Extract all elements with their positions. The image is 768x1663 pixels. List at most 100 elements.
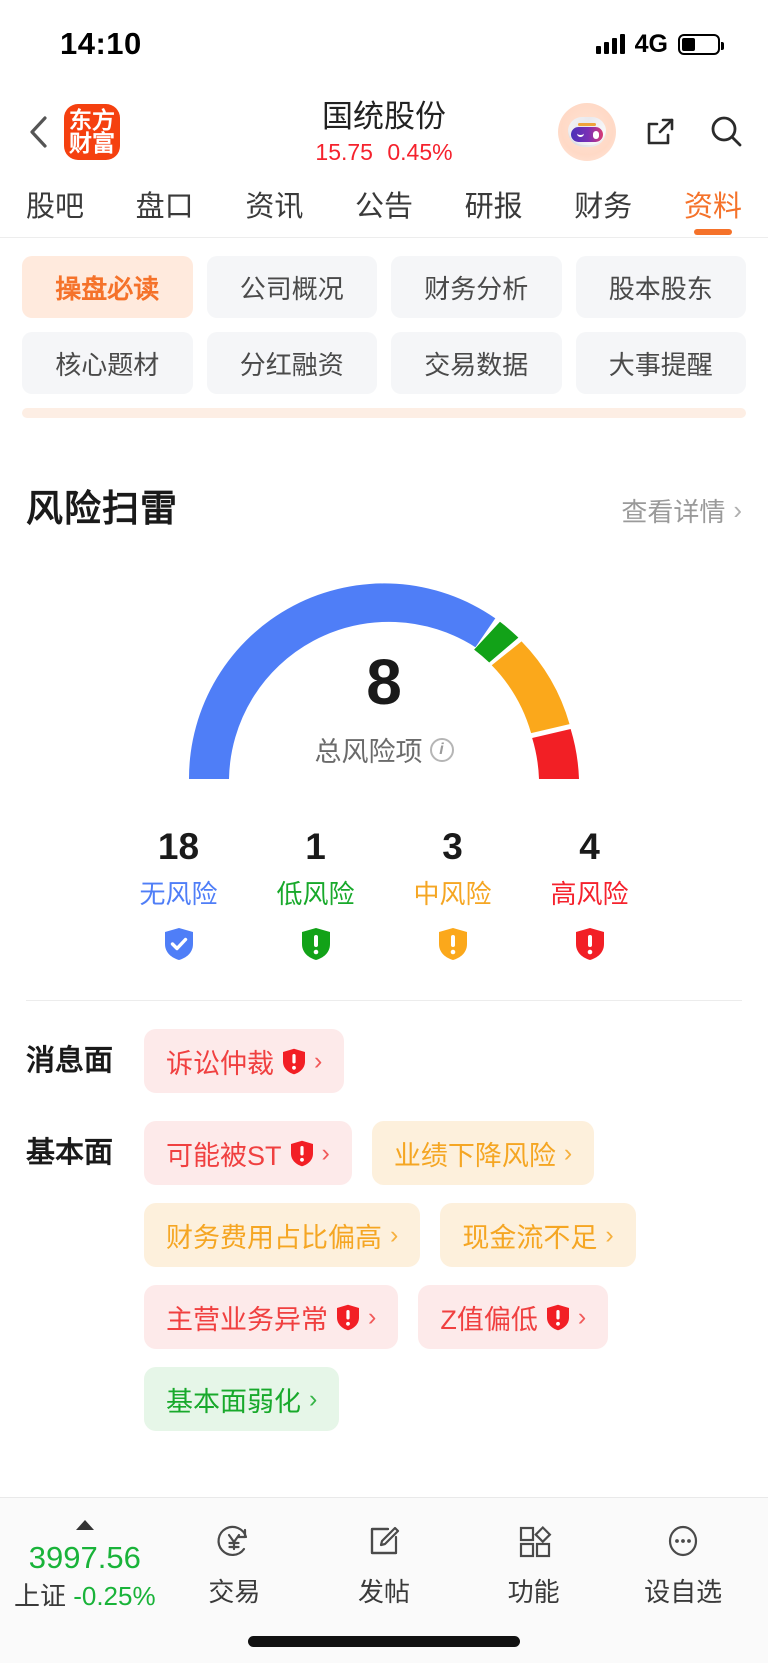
gauge-center-readout: 8 总风险项 i bbox=[0, 650, 768, 769]
shield-exclaim-icon bbox=[438, 927, 468, 961]
quick-nav-chips: 操盘必读 公司概况 财务分析 股本股东 核心题材 分红融资 交易数据 大事提醒 bbox=[0, 238, 768, 394]
tag-susong-zhongcai[interactable]: 诉讼仲裁 › bbox=[144, 1029, 345, 1093]
bottom-nav-trade[interactable]: 交易 bbox=[160, 1520, 310, 1609]
bottom-nav-label: 交易 bbox=[208, 1576, 261, 1607]
tab-zixun[interactable]: 资讯 bbox=[245, 191, 304, 223]
chip-caopanbidu[interactable]: 操盘必读 bbox=[22, 256, 193, 318]
tab-ziliao[interactable]: 资料 bbox=[684, 183, 742, 237]
view-details-label: 查看详情 bbox=[621, 497, 726, 527]
chevron-right-icon: › bbox=[390, 1220, 399, 1249]
brand-line-2: 财富 bbox=[69, 130, 115, 156]
chevron-right-icon: › bbox=[309, 1384, 318, 1413]
tab-guba[interactable]: 股吧 bbox=[26, 191, 85, 223]
bottom-nav-post[interactable]: 发帖 bbox=[309, 1520, 459, 1609]
chip-dashitixing[interactable]: 大事提醒 bbox=[575, 332, 746, 394]
bottom-nav-functions[interactable]: 功能 bbox=[459, 1520, 609, 1609]
tag-group-fundamentals: 基本面 可能被ST › 业绩下降风险 › 财务费用占比偏高 › 现金流不足 › … bbox=[0, 1121, 768, 1431]
chip-row-2: 核心题材 分红融资 交易数据 大事提醒 bbox=[22, 332, 746, 394]
chevron-right-icon: › bbox=[605, 1220, 614, 1249]
risk-stat-label: 无风险 bbox=[139, 879, 218, 909]
chip-gongsigaikuang[interactable]: 公司概况 bbox=[206, 256, 377, 318]
chip-row-1: 操盘必读 公司概况 财务分析 股本股东 bbox=[22, 256, 746, 318]
risk-stat-value: 1 bbox=[305, 826, 326, 867]
chip-jiaoyishuju[interactable]: 交易数据 bbox=[391, 332, 562, 394]
risk-stat-label: 中风险 bbox=[413, 879, 492, 909]
battery-icon bbox=[678, 33, 724, 55]
bottom-nav-index[interactable]: 3997.56 上证 -0.25% bbox=[10, 1519, 160, 1609]
tag-caiwu-feiyong-zhanbi-piangao[interactable]: 财务费用占比偏高 › bbox=[144, 1203, 421, 1267]
bottom-nav-watchlist[interactable]: 设自选 bbox=[608, 1520, 758, 1609]
status-indicators: 4G bbox=[595, 29, 724, 59]
tag-label: 主营业务异常 bbox=[166, 1304, 328, 1335]
risk-gauge: 8 总风险项 i bbox=[0, 554, 768, 804]
tab-gonggao[interactable]: 公告 bbox=[354, 191, 413, 223]
tag-group-label: 基本面 bbox=[26, 1137, 114, 1169]
chevron-right-icon: › bbox=[321, 1138, 330, 1167]
index-subline: 上证 -0.25% bbox=[14, 1583, 156, 1609]
risk-stat-no-risk[interactable]: 18 无风险 bbox=[110, 826, 247, 966]
chevron-right-icon: › bbox=[563, 1138, 573, 1167]
tag-label: Z值偏低 bbox=[440, 1304, 538, 1335]
shield-exclaim-icon bbox=[575, 927, 605, 961]
chevron-right-icon: › bbox=[733, 495, 742, 525]
chip-caiwufenxi[interactable]: 财务分析 bbox=[391, 256, 562, 318]
tag-xianjinliu-buzu[interactable]: 现金流不足 › bbox=[440, 1203, 636, 1267]
bottom-nav-label: 功能 bbox=[507, 1576, 560, 1607]
signal-bars-icon bbox=[595, 34, 625, 54]
tag-z-zhi-piandi[interactable]: Z值偏低 › bbox=[418, 1285, 609, 1349]
robot-avatar-icon[interactable] bbox=[558, 103, 616, 161]
horizontal-scroll-indicator[interactable] bbox=[22, 408, 746, 418]
index-value: 3997.56 bbox=[28, 1539, 141, 1575]
search-icon[interactable] bbox=[704, 110, 748, 154]
view-details-link[interactable]: 查看详情 › bbox=[621, 492, 742, 529]
chip-hexinticai[interactable]: 核心题材 bbox=[22, 332, 193, 394]
gauge-segment-mid-risk bbox=[491, 641, 570, 734]
risk-gauge-chart bbox=[188, 583, 579, 779]
index-change-pct: -0.25% bbox=[73, 1580, 156, 1611]
back-chevron-icon[interactable] bbox=[16, 110, 60, 154]
risk-stat-label: 低风险 bbox=[276, 879, 355, 909]
tab-yanbao[interactable]: 研报 bbox=[464, 191, 523, 223]
index-name: 上证 bbox=[13, 1580, 66, 1611]
total-risk-label: 总风险项 bbox=[314, 737, 423, 767]
risk-section-header: 风险扫雷 查看详情 › bbox=[0, 418, 768, 532]
grid-apps-icon bbox=[514, 1520, 554, 1562]
risk-stat-mid-risk[interactable]: 3 中风险 bbox=[384, 826, 521, 966]
info-icon[interactable]: i bbox=[429, 737, 454, 762]
tab-caiwu[interactable]: 财务 bbox=[574, 191, 633, 223]
tag-label: 业绩下降风险 bbox=[393, 1140, 556, 1171]
shield-exclaim-icon bbox=[546, 1304, 569, 1330]
more-dots-icon bbox=[663, 1520, 703, 1562]
home-indicator bbox=[248, 1636, 520, 1647]
risk-stats-row: 18 无风险 1 低风险 3 中风险 4 高风险 bbox=[0, 826, 768, 966]
risk-stat-high-risk[interactable]: 4 高风险 bbox=[521, 826, 658, 966]
tag-zhuying-yewu-yichang[interactable]: 主营业务异常 › bbox=[144, 1285, 399, 1349]
bottom-nav-label: 发帖 bbox=[357, 1576, 410, 1607]
risk-stat-low-risk[interactable]: 1 低风险 bbox=[247, 826, 384, 966]
share-icon[interactable] bbox=[638, 110, 682, 154]
chip-fenhongrongzi[interactable]: 分红融资 bbox=[206, 332, 377, 394]
gauge-segment-high-risk bbox=[532, 729, 579, 779]
shield-check-icon bbox=[164, 927, 194, 961]
tag-yeji-xiajiang-fengxian[interactable]: 业绩下降风险 › bbox=[371, 1121, 595, 1185]
tab-pankou[interactable]: 盘口 bbox=[135, 191, 194, 223]
shield-exclaim-icon bbox=[290, 1140, 313, 1166]
total-risk-label-row: 总风险项 i bbox=[315, 730, 454, 769]
eastmoney-logo[interactable]: 东方 财富 bbox=[64, 104, 120, 160]
index-up-arrow-icon bbox=[75, 1519, 94, 1530]
shield-exclaim-icon bbox=[337, 1304, 359, 1330]
shield-exclaim-icon bbox=[301, 927, 331, 961]
tag-label: 基本面弱化 bbox=[166, 1386, 301, 1417]
chevron-right-icon: › bbox=[314, 1046, 323, 1075]
section-divider bbox=[26, 1000, 742, 1001]
bottom-navigation-bar: 3997.56 上证 -0.25% 交易 bbox=[0, 1497, 768, 1663]
tag-keneng-bei-st[interactable]: 可能被ST › bbox=[144, 1121, 352, 1185]
header-actions bbox=[558, 103, 748, 161]
risk-stat-value: 4 bbox=[579, 826, 600, 867]
tag-jibenmian-ruohua[interactable]: 基本面弱化 › bbox=[144, 1367, 340, 1431]
chip-gubengudong[interactable]: 股本股东 bbox=[575, 256, 746, 318]
gauge-segment-low-risk bbox=[474, 621, 519, 663]
tag-group-news: 消息面 诉讼仲裁 › bbox=[0, 1029, 768, 1093]
brand-line-1: 东方 bbox=[69, 107, 115, 133]
network-type-label: 4G bbox=[634, 29, 668, 58]
